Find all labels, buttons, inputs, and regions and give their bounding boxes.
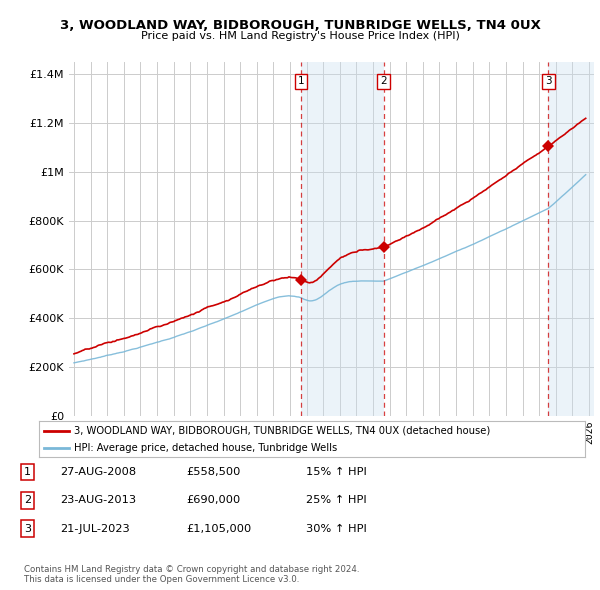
Text: 1: 1 <box>24 467 31 477</box>
Text: 3: 3 <box>545 77 551 86</box>
Text: 23-AUG-2013: 23-AUG-2013 <box>60 496 136 505</box>
Text: HPI: Average price, detached house, Tunbridge Wells: HPI: Average price, detached house, Tunb… <box>74 444 338 454</box>
Text: 15% ↑ HPI: 15% ↑ HPI <box>306 467 367 477</box>
Bar <box>548 62 594 416</box>
Text: £690,000: £690,000 <box>186 496 240 505</box>
Text: £1,105,000: £1,105,000 <box>186 524 251 533</box>
Text: 2: 2 <box>380 77 387 86</box>
Text: Price paid vs. HM Land Registry's House Price Index (HPI): Price paid vs. HM Land Registry's House … <box>140 31 460 41</box>
Text: 1: 1 <box>298 77 304 86</box>
Text: 3, WOODLAND WAY, BIDBOROUGH, TUNBRIDGE WELLS, TN4 0UX: 3, WOODLAND WAY, BIDBOROUGH, TUNBRIDGE W… <box>59 19 541 32</box>
Text: 3, WOODLAND WAY, BIDBOROUGH, TUNBRIDGE WELLS, TN4 0UX (detached house): 3, WOODLAND WAY, BIDBOROUGH, TUNBRIDGE W… <box>74 425 491 435</box>
Text: 2: 2 <box>24 496 31 505</box>
Text: 21-JUL-2023: 21-JUL-2023 <box>60 524 130 533</box>
Text: 25% ↑ HPI: 25% ↑ HPI <box>306 496 367 505</box>
Bar <box>301 62 383 416</box>
Text: 3: 3 <box>24 524 31 533</box>
Text: 30% ↑ HPI: 30% ↑ HPI <box>306 524 367 533</box>
Text: £558,500: £558,500 <box>186 467 241 477</box>
Text: Contains HM Land Registry data © Crown copyright and database right 2024.
This d: Contains HM Land Registry data © Crown c… <box>24 565 359 584</box>
Text: 27-AUG-2008: 27-AUG-2008 <box>60 467 136 477</box>
